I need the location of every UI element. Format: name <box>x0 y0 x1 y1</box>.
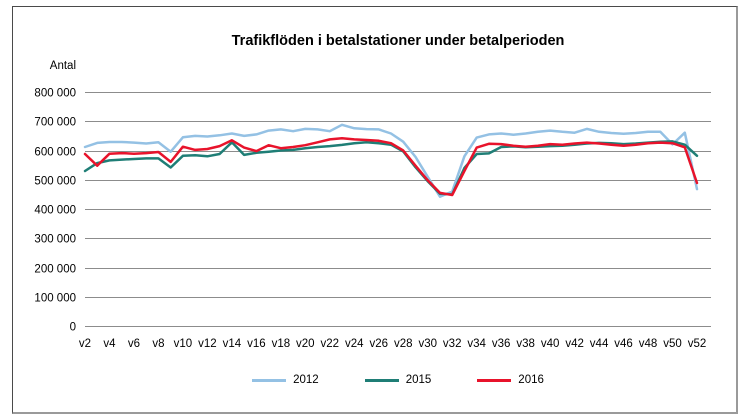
legend-swatch-2012 <box>252 378 287 382</box>
chart-title: Trafikflöden i betalstationer under beta… <box>231 33 565 49</box>
x-tick-label: v2 <box>79 338 91 350</box>
x-tick-label: v46 <box>614 338 633 350</box>
x-tick-label: v22 <box>321 338 340 350</box>
y-tick-label: 300 000 <box>34 234 76 246</box>
y-tick-label: 400 000 <box>34 205 76 217</box>
x-tick-label: v18 <box>272 338 291 350</box>
y-tick-label: 600 000 <box>34 147 76 159</box>
legend-label: 2012 <box>293 374 319 386</box>
x-tick-label: v26 <box>369 338 388 350</box>
x-tick-label: v38 <box>516 338 535 350</box>
x-tick-label: v12 <box>198 338 217 350</box>
x-tick-label: v44 <box>590 338 609 350</box>
x-tick-label: v34 <box>467 338 486 350</box>
x-tick-label: v42 <box>565 338 584 350</box>
x-tick-label: v10 <box>174 338 193 350</box>
x-tick-label: v28 <box>394 338 413 350</box>
legend-item-2012: 2012 <box>252 374 319 386</box>
x-tick-label: v48 <box>639 338 658 350</box>
legend-swatch-2015 <box>364 378 399 382</box>
series-line-2015 <box>83 140 699 196</box>
legend-swatch-2016 <box>477 378 512 382</box>
legend-item-2016: 2016 <box>477 374 544 386</box>
y-tick-label: 800 000 <box>34 88 76 100</box>
x-tick-label: v40 <box>541 338 560 350</box>
x-tick-label: v36 <box>492 338 511 350</box>
x-tick-label: v50 <box>663 338 682 350</box>
y-tick-label: 700 000 <box>34 117 76 129</box>
x-tick-label: v8 <box>152 338 164 350</box>
x-tick-label: v4 <box>103 338 116 350</box>
x-tick-label: v32 <box>443 338 462 350</box>
legend-label: 2015 <box>405 374 432 386</box>
y-axis-label: Antal <box>49 60 76 72</box>
x-tick-label: v6 <box>128 338 140 350</box>
x-tick-label: v52 <box>688 338 707 350</box>
legend-label: 2016 <box>518 374 544 386</box>
x-tick-label: v16 <box>247 338 266 350</box>
series-line-2016 <box>83 136 699 197</box>
x-tick-label: v24 <box>345 338 364 350</box>
legend-item-2015: 2015 <box>364 374 432 386</box>
y-tick-label: 500 000 <box>34 176 76 188</box>
chart-legend: 2012 2015 2016 <box>85 374 711 386</box>
x-tick-label: v20 <box>296 338 315 350</box>
y-tick-label: 0 <box>70 322 76 334</box>
series-line-2012 <box>83 123 699 198</box>
y-tick-label: 100 000 <box>34 293 76 305</box>
x-tick-label: v14 <box>223 338 242 350</box>
y-tick-label: 200 000 <box>34 264 76 276</box>
x-tick-label: v30 <box>418 338 437 350</box>
